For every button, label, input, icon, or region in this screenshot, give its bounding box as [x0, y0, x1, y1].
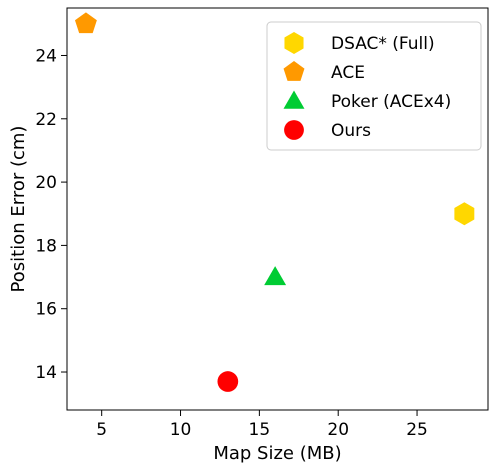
- y-tick-label: 24: [35, 46, 57, 66]
- x-axis: 5 10 15 20 25: [96, 410, 428, 440]
- legend: DSAC* (Full) ACE Poker (ACEx4) Ours: [266, 21, 482, 151]
- legend-box: [266, 21, 482, 151]
- legend-label: Poker (ACEx4): [331, 92, 451, 112]
- y-tick-label: 22: [35, 110, 57, 130]
- plot-frame: [66, 7, 489, 411]
- legend-marker-hexagon: [284, 32, 304, 54]
- data-point-circle: [217, 371, 239, 392]
- plot-area: [74, 12, 475, 392]
- legend-label: DSAC* (Full): [331, 34, 435, 54]
- x-tick-label: 25: [406, 420, 428, 440]
- legend-marker-pentagon: [283, 61, 305, 81]
- x-tick-label: 20: [327, 420, 349, 440]
- legend-label: Ours: [331, 121, 371, 141]
- legend-marker-circle: [284, 120, 304, 140]
- y-tick-label: 16: [35, 300, 57, 320]
- y-tick-label: 14: [35, 363, 57, 383]
- x-tick-label: 5: [96, 420, 107, 440]
- y-tick-label: 20: [35, 173, 57, 193]
- y-axis: 14 16 18 20 22 24: [35, 46, 67, 383]
- x-tick-label: 15: [249, 420, 271, 440]
- data-point-pentagon: [74, 12, 97, 34]
- data-point-triangle: [264, 266, 287, 286]
- legend-marker-triangle: [283, 90, 305, 109]
- x-axis-label: Map Size (MB): [213, 443, 341, 464]
- y-axis-label: Position Error (cm): [8, 126, 29, 293]
- legend-label: ACE: [331, 63, 365, 83]
- data-point-hexagon: [454, 202, 475, 226]
- y-tick-label: 18: [35, 236, 57, 256]
- x-tick-label: 10: [170, 420, 192, 440]
